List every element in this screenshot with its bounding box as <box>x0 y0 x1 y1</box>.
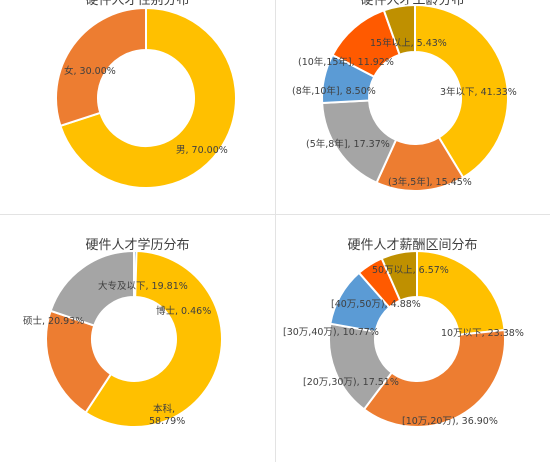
chart-title: 硬件人才学历分布 <box>85 238 190 253</box>
slice-data-label: 本科, 58.79% <box>149 403 185 427</box>
donut-slice <box>59 6 237 189</box>
chart-title: 硬件人才工龄分布 <box>360 0 465 8</box>
work-years-distribution-chart: 硬件人才工龄分布 3年以下, 41.33% (3年,5年], 15.45% (5年,… <box>275 0 550 214</box>
donut-chart: 10万以下, 23.38% [10万,20万), 36.90% [20万,30万),… <box>283 249 524 428</box>
chart-title: 硬件人才薪酬区间分布 <box>347 238 478 253</box>
vertical-divider <box>275 0 276 462</box>
slice-data-label: (8年,10年], 8.50% <box>292 85 376 97</box>
horizontal-divider <box>0 214 550 215</box>
slice-data-label: 硕士, 20.93% <box>23 315 84 327</box>
slice-data-label: (10年,15年], 11.92% <box>298 56 394 68</box>
salary-range-distribution-chart: 硬件人才薪酬区间分布 10万以下, 23.38% [10万,20万), 36.90… <box>275 214 550 462</box>
slice-data-label: 3年以下, 41.33% <box>440 86 517 98</box>
slice-data-label: 女, 30.00% <box>64 65 116 77</box>
donut-slice <box>416 249 506 336</box>
chart-title: 硬件人才性别分布 <box>85 0 190 8</box>
slice-data-label: 大专及以下, 19.81% <box>98 280 188 292</box>
donut-chart: 博士, 0.46% 本科, 58.79% 硕士, 20.93% 大专及以下, 19.81… <box>23 249 223 428</box>
donut-slice <box>55 6 147 128</box>
donut-slice <box>414 3 509 179</box>
slice-data-label: [40万,50万), 4.88% <box>331 299 421 310</box>
slice-data-label: [10万,20万), 36.90% <box>402 416 498 427</box>
slice-data-label: [30万,40万), 10.77% <box>283 327 379 338</box>
slice-data-label: 15年以上, 5.43% <box>370 37 447 49</box>
gender-distribution-chart: 硬件人才性别分布 男, 70.00% 女, 30.00% <box>0 0 275 214</box>
slice-data-label: 50万以上, 6.57% <box>372 265 449 276</box>
slice-data-label: 博士, 0.46% <box>156 305 211 317</box>
slice-data-label: (3年,5年], 15.45% <box>388 176 472 188</box>
donut-chart: 3年以下, 41.33% (3年,5年], 15.45% (5年,8年], 17.3… <box>292 3 517 192</box>
donut-slice <box>362 328 506 428</box>
donut-slice <box>380 249 418 302</box>
donut-slice <box>84 250 223 428</box>
slice-data-label: 男, 70.00% <box>176 145 228 156</box>
education-distribution-chart: 硬件人才学历分布 博士, 0.46% 本科, 58.79% 硕士, 20.93% 大专及… <box>0 214 275 462</box>
donut-chart: 男, 70.00% 女, 30.00% <box>55 6 237 189</box>
slice-data-label: [20万,30万), 17.51% <box>303 377 399 388</box>
slice-data-label: (5年,8年], 17.37% <box>306 138 390 150</box>
donut-slice <box>382 3 416 56</box>
donut-slice <box>49 249 135 327</box>
slice-data-label: 10万以下, 23.38% <box>441 328 524 339</box>
